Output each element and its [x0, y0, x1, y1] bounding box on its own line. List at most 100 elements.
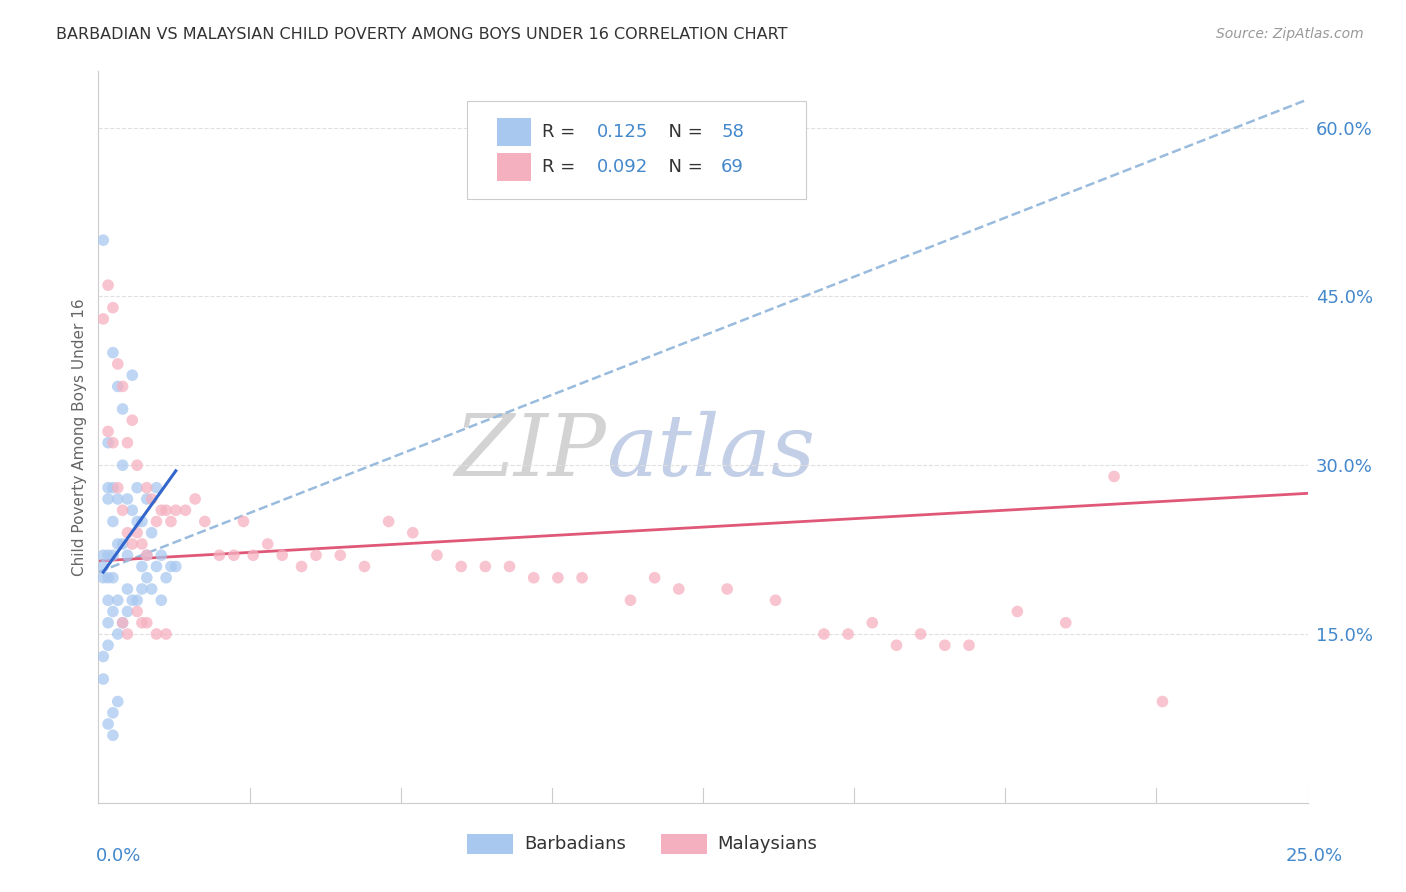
- Point: [101, 548, 124, 562]
- Point: [271, 548, 294, 562]
- Point: [305, 548, 328, 562]
- Point: [523, 571, 546, 585]
- Point: [127, 525, 149, 540]
- Point: [498, 559, 520, 574]
- Point: [145, 559, 167, 574]
- Point: [91, 312, 114, 326]
- Point: [101, 481, 124, 495]
- Point: [426, 548, 449, 562]
- Point: [117, 491, 139, 506]
- Point: [127, 515, 149, 529]
- Point: [91, 649, 114, 664]
- Point: [242, 548, 264, 562]
- Text: R =: R =: [543, 158, 581, 177]
- Point: [117, 627, 139, 641]
- Point: [91, 559, 114, 574]
- Point: [141, 525, 163, 540]
- Point: [117, 548, 139, 562]
- Point: [860, 615, 883, 630]
- Point: [377, 515, 399, 529]
- Point: [290, 559, 312, 574]
- Point: [121, 537, 143, 551]
- Point: [101, 728, 124, 742]
- Point: [194, 515, 217, 529]
- Point: [716, 582, 738, 596]
- Point: [668, 582, 690, 596]
- Text: 0.125: 0.125: [596, 123, 648, 141]
- Point: [131, 515, 153, 529]
- Point: [934, 638, 956, 652]
- Point: [135, 481, 157, 495]
- Point: [644, 571, 666, 585]
- Point: [97, 548, 120, 562]
- Point: [160, 515, 183, 529]
- Point: [232, 515, 254, 529]
- Point: [1007, 605, 1029, 619]
- Point: [131, 582, 153, 596]
- Point: [165, 503, 187, 517]
- Point: [111, 615, 134, 630]
- Point: [957, 638, 980, 652]
- Point: [155, 571, 177, 585]
- Point: [837, 627, 859, 641]
- Point: [141, 582, 163, 596]
- Point: [101, 301, 124, 315]
- Point: [107, 491, 129, 506]
- Point: [111, 458, 134, 473]
- Text: 69: 69: [721, 158, 744, 177]
- Point: [127, 458, 149, 473]
- Text: 58: 58: [721, 123, 744, 141]
- Point: [111, 503, 134, 517]
- Point: [127, 605, 149, 619]
- Point: [329, 548, 352, 562]
- Point: [107, 627, 129, 641]
- Point: [91, 571, 114, 585]
- Point: [1054, 615, 1077, 630]
- Point: [222, 548, 245, 562]
- Point: [97, 278, 120, 293]
- Point: [450, 559, 472, 574]
- Point: [165, 559, 187, 574]
- Y-axis label: Child Poverty Among Boys Under 16: Child Poverty Among Boys Under 16: [72, 298, 87, 576]
- Point: [107, 537, 129, 551]
- Text: N =: N =: [657, 123, 709, 141]
- Point: [97, 717, 120, 731]
- Point: [474, 559, 496, 574]
- Point: [101, 435, 124, 450]
- Point: [813, 627, 835, 641]
- Text: Malaysians: Malaysians: [717, 835, 817, 853]
- Text: 0.0%: 0.0%: [96, 847, 141, 865]
- Point: [402, 525, 425, 540]
- FancyBboxPatch shape: [661, 833, 707, 854]
- Point: [107, 694, 129, 708]
- Point: [150, 503, 173, 517]
- Point: [150, 593, 173, 607]
- Point: [121, 368, 143, 383]
- Point: [765, 593, 787, 607]
- Point: [619, 593, 641, 607]
- Point: [145, 627, 167, 641]
- Point: [141, 491, 163, 506]
- Point: [256, 537, 278, 551]
- FancyBboxPatch shape: [498, 118, 531, 146]
- Text: R =: R =: [543, 123, 581, 141]
- Point: [101, 515, 124, 529]
- Point: [97, 593, 120, 607]
- Point: [117, 435, 139, 450]
- Point: [160, 559, 183, 574]
- Point: [135, 615, 157, 630]
- Point: [886, 638, 908, 652]
- Point: [97, 615, 120, 630]
- Point: [547, 571, 569, 585]
- Point: [107, 481, 129, 495]
- Point: [101, 571, 124, 585]
- Point: [127, 593, 149, 607]
- Point: [97, 425, 120, 439]
- Point: [155, 627, 177, 641]
- Text: ZIP: ZIP: [454, 410, 606, 493]
- Point: [127, 481, 149, 495]
- Point: [131, 559, 153, 574]
- Text: 0.092: 0.092: [596, 158, 648, 177]
- Text: 25.0%: 25.0%: [1285, 847, 1343, 865]
- Point: [571, 571, 593, 585]
